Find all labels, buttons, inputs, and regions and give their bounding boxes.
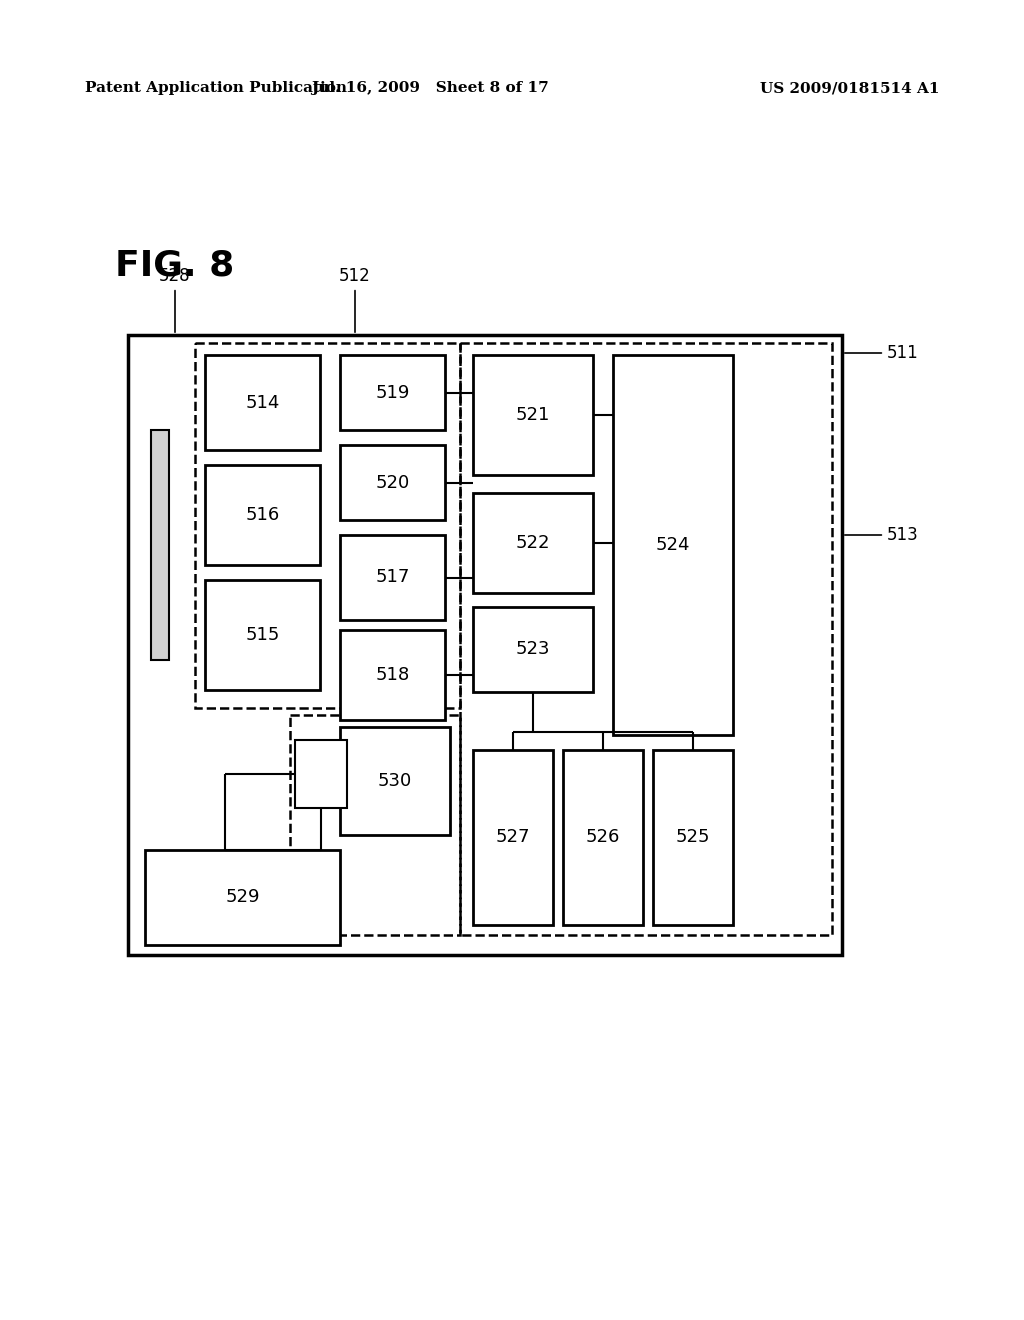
Text: FIG. 8: FIG. 8	[115, 248, 234, 282]
Text: 529: 529	[225, 888, 260, 907]
Bar	[473, 492, 593, 593]
Bar	[563, 750, 643, 925]
Bar	[205, 355, 319, 450]
Bar	[340, 445, 445, 520]
Bar	[295, 741, 347, 808]
Text: 512: 512	[339, 267, 371, 333]
Text: 528: 528	[159, 267, 190, 333]
Text: 524: 524	[655, 536, 690, 554]
Text: 523: 523	[516, 640, 550, 659]
Text: 520: 520	[376, 474, 410, 491]
Bar	[613, 355, 733, 735]
Bar	[145, 850, 340, 945]
Bar	[195, 343, 460, 708]
Text: 527: 527	[496, 829, 530, 846]
Bar	[205, 579, 319, 690]
Bar	[205, 465, 319, 565]
Bar	[473, 607, 593, 692]
Text: 519: 519	[376, 384, 410, 401]
Text: 526: 526	[586, 829, 621, 846]
Text: 513: 513	[845, 525, 919, 544]
Bar	[340, 355, 445, 430]
Text: US 2009/0181514 A1: US 2009/0181514 A1	[761, 81, 940, 95]
Bar	[340, 535, 445, 620]
Text: 525: 525	[676, 829, 711, 846]
Bar	[473, 355, 593, 475]
Text: 514: 514	[246, 393, 280, 412]
Bar	[340, 727, 450, 836]
Text: 518: 518	[376, 667, 410, 684]
Text: Patent Application Publication: Patent Application Publication	[85, 81, 347, 95]
Text: 516: 516	[246, 506, 280, 524]
Bar	[151, 430, 169, 660]
Bar	[460, 343, 831, 935]
Text: Jul. 16, 2009   Sheet 8 of 17: Jul. 16, 2009 Sheet 8 of 17	[311, 81, 549, 95]
Text: 521: 521	[516, 407, 550, 424]
Text: 511: 511	[845, 345, 919, 362]
Bar	[653, 750, 733, 925]
Text: 522: 522	[516, 535, 550, 552]
Bar	[473, 750, 553, 925]
Text: 515: 515	[246, 626, 280, 644]
Bar	[128, 335, 842, 954]
Bar	[290, 715, 460, 935]
Text: 517: 517	[376, 569, 410, 586]
Text: 530: 530	[378, 772, 412, 789]
Bar	[340, 630, 445, 719]
